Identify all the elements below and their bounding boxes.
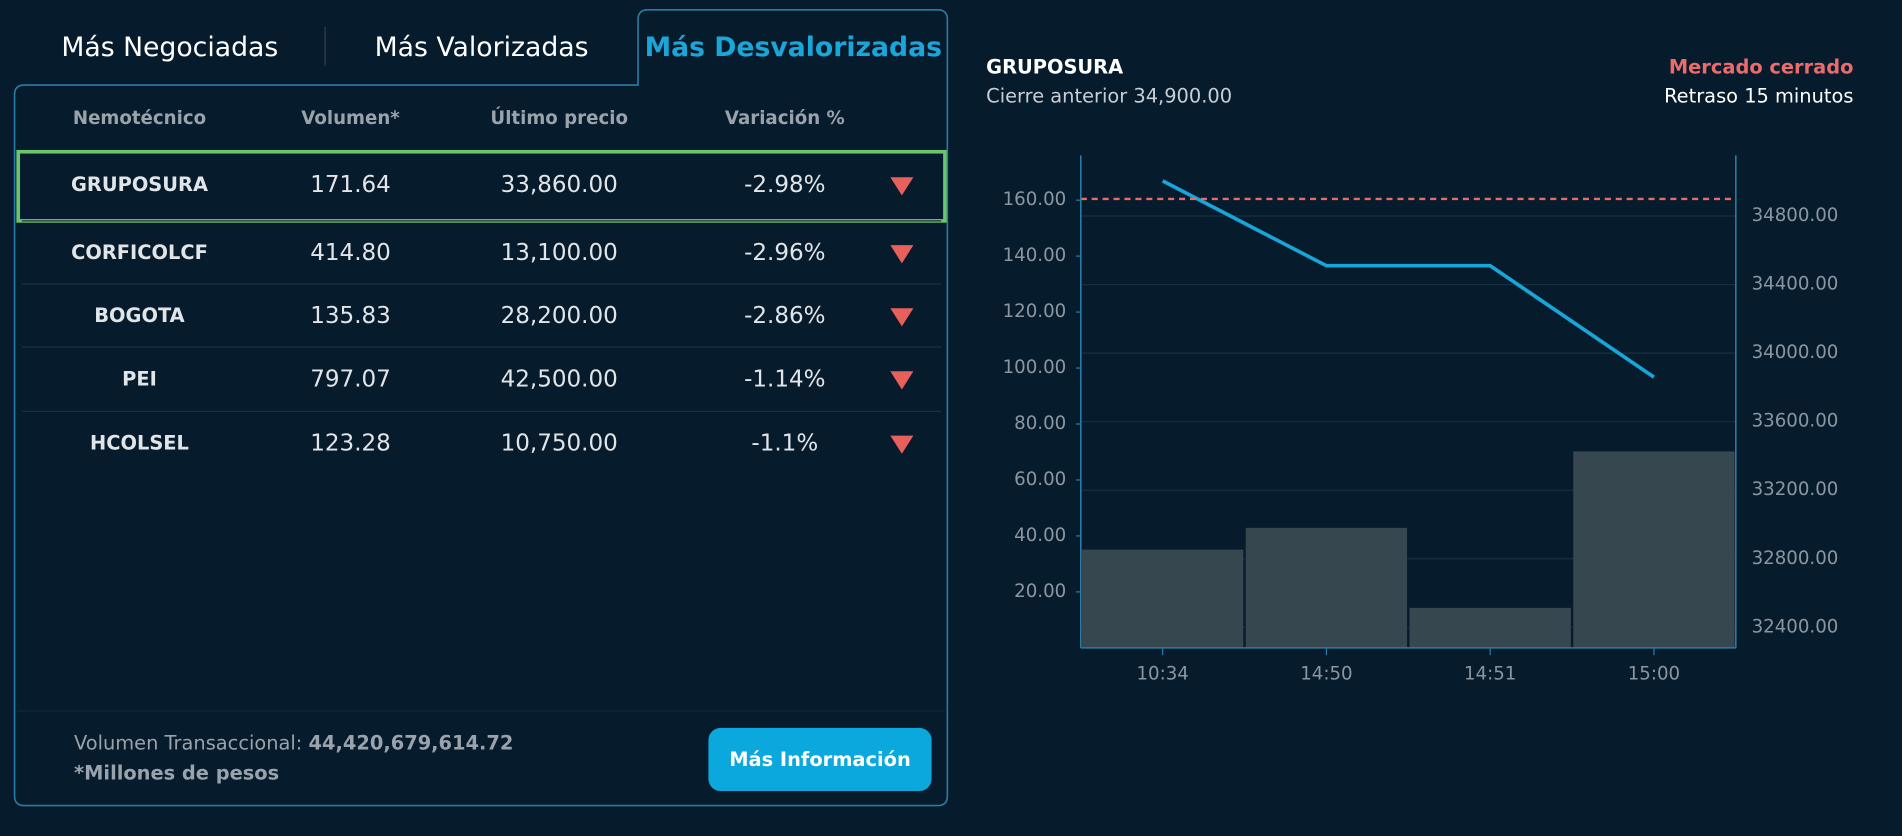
y2-tick-label: 33200.00	[1752, 479, 1839, 500]
cell[interactable]: 42,500.00	[501, 366, 618, 392]
down-arrow	[890, 435, 914, 454]
panel	[13, 9, 949, 807]
y2-tick-label: 32800.00	[1752, 548, 1839, 569]
volume-bar	[1573, 451, 1735, 648]
y2-tick-label: 34000.00	[1752, 342, 1839, 363]
cell[interactable]: 33,860.00	[501, 172, 618, 198]
cell[interactable]: -1.1%	[751, 431, 818, 457]
y2-tick-label: 33600.00	[1752, 411, 1839, 432]
y-tick-label: 80.00	[1014, 413, 1066, 434]
down-arrow	[890, 177, 914, 196]
symbol[interactable]: CORFICOLCF	[71, 241, 208, 264]
y-tick-label: 140.00	[1003, 245, 1067, 266]
down-arrow	[890, 245, 914, 264]
y-tick-label: 20.00	[1014, 581, 1066, 602]
table: Nemotécnico Volumen* Último precio Variació…	[16, 107, 947, 457]
volume-bar	[1245, 527, 1408, 648]
cell[interactable]: 797.07	[310, 366, 391, 392]
cell[interactable]: 414.80	[310, 240, 391, 266]
tab[interactable]: Más Desvalorizadas	[645, 32, 942, 63]
cell[interactable]: -2.98%	[744, 172, 825, 198]
volume-bar	[1082, 549, 1244, 648]
column-header: Volumen*	[301, 108, 400, 129]
x-tick-label: 15:00	[1628, 664, 1680, 685]
delay-note: Retraso 15 minutos	[1664, 85, 1853, 108]
volume-total: Volumen Transaccional: 44,420,679,614.72	[74, 731, 513, 754]
cell[interactable]: -1.14%	[744, 366, 825, 392]
cell[interactable]: 171.64	[310, 172, 391, 198]
cell[interactable]: -2.96%	[744, 240, 825, 266]
y2-tick-label: 34400.00	[1752, 274, 1839, 295]
symbol[interactable]: HCOLSEL	[90, 432, 189, 455]
symbol[interactable]: BOGOTA	[94, 304, 184, 327]
column-header: Variación %	[725, 108, 845, 129]
down-arrow	[890, 308, 914, 327]
y-tick-label: 120.00	[1003, 301, 1067, 322]
symbol[interactable]: GRUPOSURA	[71, 173, 208, 196]
y2-tick-label: 34800.00	[1752, 205, 1839, 226]
down-arrow	[890, 371, 914, 390]
market-status: Mercado cerrado	[1669, 56, 1854, 79]
volume-value: 44,420,679,614.72	[309, 731, 514, 754]
y-tick-label: 40.00	[1014, 525, 1066, 546]
price-line	[1161, 179, 1655, 379]
cell[interactable]: 123.28	[310, 431, 391, 457]
footnote: *Millones de pesos	[74, 762, 279, 785]
x-tick-label: 14:50	[1300, 664, 1352, 685]
tab[interactable]: Más Valorizadas	[375, 32, 589, 63]
button-label[interactable]: Más Información	[729, 748, 911, 771]
chart: 32400.00 32800.00 33200.00 33600.00 34000.00…	[1003, 155, 1839, 685]
cell[interactable]: -2.86%	[744, 303, 825, 329]
quote-symbol: GRUPOSURA	[986, 56, 1123, 79]
previous-close: Cierre anterior 34,900.00	[986, 85, 1232, 108]
tabs: Más Negociadas Más Valorizadas Más Desvalo…	[61, 32, 942, 63]
cell[interactable]: 135.83	[310, 303, 391, 329]
x-tick-label: 10:34	[1136, 664, 1188, 685]
y2-tick-label: 32400.00	[1752, 616, 1839, 637]
symbol[interactable]: PEI	[122, 367, 157, 390]
y-tick-label: 100.00	[1003, 357, 1067, 378]
tab[interactable]: Más Negociadas	[61, 32, 278, 63]
volume-bar	[1409, 607, 1571, 648]
volume-label: Volumen Transaccional:	[74, 731, 302, 754]
x-tick-label: 14:51	[1464, 664, 1516, 685]
cell[interactable]: 28,200.00	[501, 303, 618, 329]
cell[interactable]: 13,100.00	[501, 240, 618, 266]
y-tick-label: 160.00	[1003, 189, 1067, 210]
column-header: Último precio	[490, 107, 628, 129]
y-tick-label: 60.00	[1014, 469, 1066, 490]
more-info-button[interactable]	[708, 727, 932, 792]
column-header: Nemotécnico	[73, 108, 206, 129]
cell[interactable]: 10,750.00	[501, 431, 618, 457]
